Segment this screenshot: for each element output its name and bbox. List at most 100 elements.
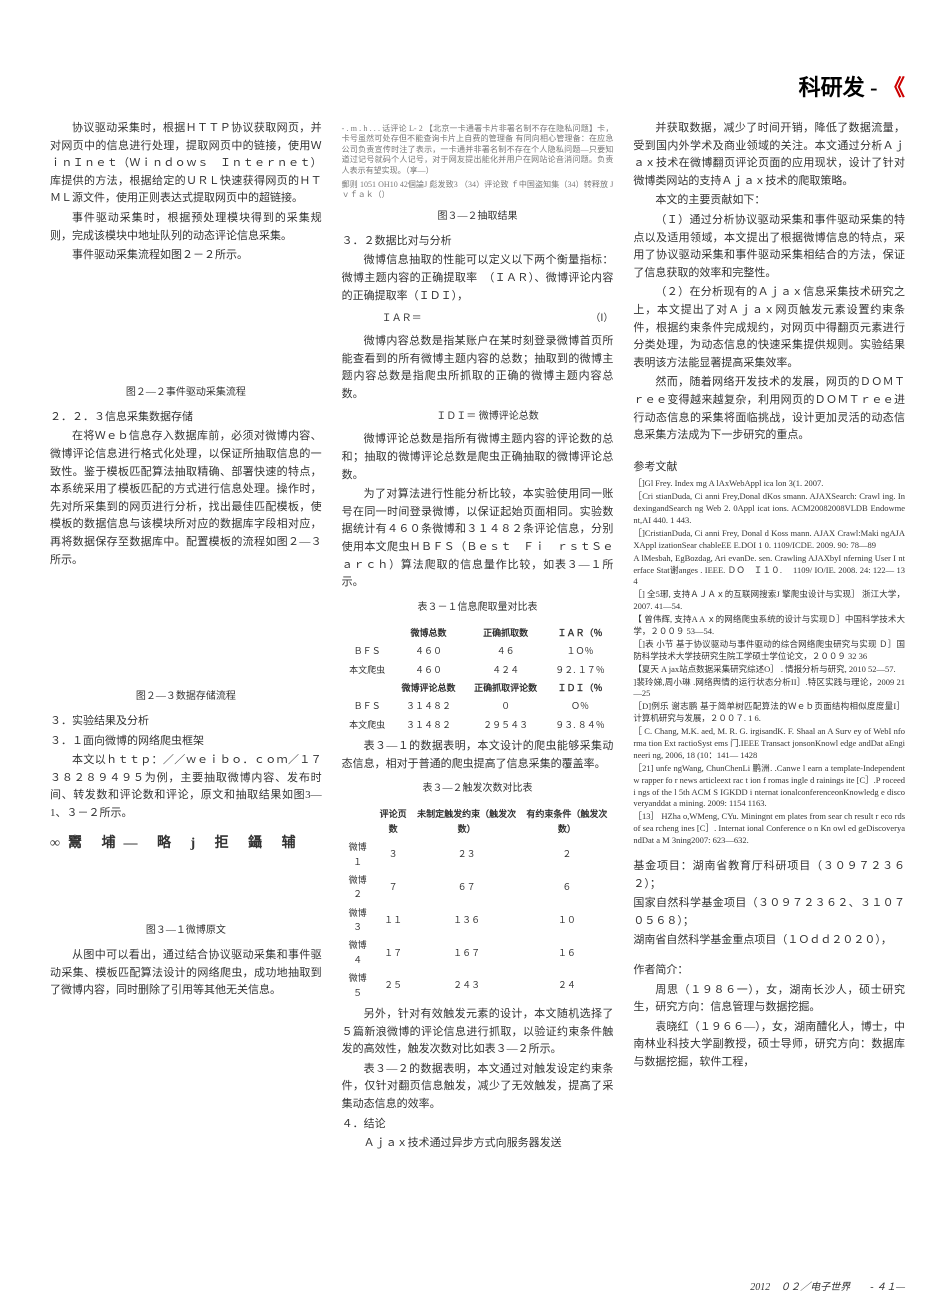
c3-p3: （Ｉ）通过分析协议驱动采集和事件驱动采集的特点以及适用领域，本文提出了根据微博信… <box>633 212 905 282</box>
ref-item: A lMesbah, EgBozdag, Ari evanDe. sen. Cr… <box>633 553 905 589</box>
authors-title: 作者简介： <box>633 962 905 980</box>
formula-iar-num: （Ⅰ） <box>590 311 613 327</box>
table-row: 微博评论总数 正确抓取评论数 ＩＤＩ（％ <box>342 679 614 697</box>
th <box>342 679 393 697</box>
c1-p6: 从图中可以看出，通过结合协议驱动采集和事件驱动采集、模板匹配算法设计的网络爬虫，… <box>50 947 322 1000</box>
table-row: 本文爬虫 ３１４８２ ２９５４３ ９３. ８４％ <box>342 716 614 734</box>
formula-idi-text: 微博评论总数 <box>479 411 539 422</box>
table-row: 微博１３２３２ <box>342 838 614 871</box>
table-row: 本文爬虫 ４６０ ４２４ ９２. １７％ <box>342 661 614 679</box>
funding-3: 湖南省自然科学基金重点项目（１Ｏｄｄ２０２０）， <box>633 932 905 950</box>
c1-h3: ３．１面向微博的网络爬虫框架 <box>50 733 322 751</box>
column-1: 协议驱动采集时，根据ＨＴＴＰ协议获取网页，并对网页中的信息进行处理，提取网页中的… <box>50 120 322 1155</box>
c3-p1: 并获取数据，减少了时间开销，降低了数据流量，受到国内外学术及商业领域的关注。本文… <box>633 120 905 190</box>
td: ４６０ <box>393 661 465 679</box>
table-row: ＢＦＳ ４６０ ４６ １Ｏ％ <box>342 642 614 660</box>
c2-p7: 表３—２的数据表明，本文通过对触发设定约束条件，仅针对翻页信息触发，减少了无效触… <box>342 1061 614 1114</box>
author-1: 周思（１９８６一），女，湖南长沙人，硕士研究生，研究方向：信息管理与数据挖掘。 <box>633 982 905 1017</box>
td: 本文爬虫 <box>342 716 393 734</box>
figure-3-1-placeholder <box>50 865 322 915</box>
funding-2: 国家自然科学基金项目（３０９７２３６２、３１０７０５６８）； <box>633 895 905 930</box>
ref-item: 【 曾伟辉, 支持A A ｘ的网络爬虫系统的设计与实现Ｄ］中国科学技术大学，２０… <box>633 614 905 638</box>
th <box>342 624 393 642</box>
c1-p1: 协议驱动采集时，根据ＨＴＴＰ协议获取网页，并对网页中的信息进行处理，提取网页中的… <box>50 120 322 208</box>
main-columns: 协议驱动采集时，根据ＨＴＴＰ协议获取网页，并对网页中的信息进行处理，提取网页中的… <box>50 120 905 1155</box>
caption-fig-2-3: 图２—３数据存储流程 <box>50 689 322 705</box>
td: 本文爬虫 <box>342 661 393 679</box>
td: ０ <box>464 697 546 715</box>
c2-h1: ３．２数据比对与分析 <box>342 233 614 251</box>
th: 微博评论总数 <box>393 679 465 697</box>
table-3-2: 评论页数 未制定触发约束（触发次数） 有约束条件（触发次数） 微博１３２３２ 微… <box>342 805 614 1002</box>
c3-p5: 然而，随着网络开发技术的发展，网页的ＤＯＭＴｒｅｅ变得越来越复杂，利用网页的ＤＯ… <box>633 374 905 444</box>
table-row: 评论页数 未制定触发约束（触发次数） 有约束条件（触发次数） <box>342 805 614 838</box>
th: 未制定触发约束（触发次数） <box>413 805 521 838</box>
ref-item: ]裴玲娣,周小琳 .网络舆情的运行状态分析II］.特区实践与理论，2009 21… <box>633 677 905 701</box>
c1-p4: 在将Ｗｅｂ信息存入数据库前，必须对微博内容、微博评论信息进行格式化处理，以保证所… <box>50 428 322 569</box>
ref-item: ［13］ HZha o,WMeng, CYu. Miningnt em plat… <box>633 811 905 847</box>
c1-h1: ２．２．３信息采集数据存储 <box>50 409 322 427</box>
ref-item: 【夏天 A jax站点数据采集研究综述O］ . 情报分析与研究, 2010 52… <box>633 664 905 676</box>
formula-idi-label: ＩＤＩ＝ <box>436 411 476 422</box>
th <box>342 805 374 838</box>
column-2: - . m . h . . . 话评论 L- 2 【北京一卡通署卡片非署名制不存… <box>342 120 614 1155</box>
c1-p3: 事件驱动采集流程如图２－２所示。 <box>50 247 322 265</box>
column-3: 并获取数据，减少了时间开销，降低了数据流量，受到国内外学术及商业领域的关注。本文… <box>633 120 905 1155</box>
td: ４６ <box>464 642 546 660</box>
header-sep: - <box>870 75 883 100</box>
table-row: 微博５２５２４３２４ <box>342 969 614 1002</box>
ref-item: ［D]例乐 谢志鹏 基于简单树匹配算法的Ｗｅｂ页面结构相似度度量I］ 计算机研究… <box>633 701 905 725</box>
c2-p2: 微博内容总数是指某账户在某时刻登录微博首页所能查看到的所有微博主题内容的总数；抽… <box>342 333 614 403</box>
ref-item: ［Cri stianDuda, Ci anni Frey,Donal dKos … <box>633 491 905 527</box>
c2-p3: 微博评论总数是指所有微博主题内容的评论数的总和；抽取的微博评论总数是爬虫正确抽取… <box>342 431 614 484</box>
td: ＢＦＳ <box>342 697 393 715</box>
page-footer: 2012 ０２／电子世界 - ４１— <box>750 1280 905 1296</box>
ref-item: ［]表 小节 基于协议驱动与事件驱动的综合网络爬虫研究与实现 Ｄ］国防科学技术大… <box>633 639 905 663</box>
caption-fig-3-1: 图３—１微博原文 <box>50 923 322 939</box>
ref-item: ［]CristianDuda, Ci anni Frey, Donal d Ko… <box>633 528 905 552</box>
page-header: 科研发 - 《 <box>799 70 905 105</box>
table-row: 微博总数 正确抓取数 ＩＡＲ（％ <box>342 624 614 642</box>
c2-p1: 微博信息抽取的性能可以定义以下两个衡量指标：微博主题内容的正确提取率 （ＩＡＲ）… <box>342 252 614 305</box>
th: 正确抓取数 <box>464 624 546 642</box>
c3-p4: （２）在分析现有的Ａｊａｘ信息采集技术研究之上，本文提出了对Ａｊａｘ网页触发元素… <box>633 284 905 372</box>
references-list: ［]Gl Frey. Index mg A lAxWebAppl ica lon… <box>633 478 905 847</box>
ref-item: ［]Gl Frey. Index mg A lAxWebAppl ica lon… <box>633 478 905 490</box>
author-2: 袁晓红（１９６６—），女，湖南醴化人，博士，中南林业科技大学副教授，硕士导师，研… <box>633 1019 905 1072</box>
td: ２９５４３ <box>464 716 546 734</box>
refs-title: 参考文献 <box>633 459 905 477</box>
td: ＢＦＳ <box>342 642 393 660</box>
td: ９２. １７％ <box>547 661 614 679</box>
table-row: 微博３１１１３６１０ <box>342 904 614 937</box>
th: ＩＡＲ（％ <box>547 624 614 642</box>
th: 正确抓取评论数 <box>464 679 546 697</box>
c2-p5: 表３—１的数据表明，本文设计的爬虫能够采集动态信息，相对于普通的爬虫提高了信息采… <box>342 738 614 773</box>
caption-fig-2-2: 图２—２事件驱动采集流程 <box>50 385 322 401</box>
th: 有约束条件（触发次数） <box>520 805 613 838</box>
ref-item: ［ C. Chang, M.K. aed, M. R. G. irgisandK… <box>633 726 905 762</box>
td: ４２４ <box>464 661 546 679</box>
table-3-1a: 微博总数 正确抓取数 ＩＡＲ（％ ＢＦＳ ４６０ ４６ １Ｏ％ 本文爬虫 ４６０… <box>342 624 614 734</box>
th: ＩＤＩ（％ <box>547 679 614 697</box>
c1-p2: 事件驱动采集时，根据预处理模块得到的采集规则，完成该模块中地址队列的动态评论信息… <box>50 210 322 245</box>
td: Ｏ％ <box>547 697 614 715</box>
funding-title: 基金项目：湖南省教育厅科研项目（３０９７２３６２）； <box>633 858 905 893</box>
formula-idi: ＩＤＩ＝ 微博评论总数 <box>342 409 614 425</box>
ref-item: ［] 全5琊, 支持ＡＪＡｘ的互联网搜索J 擎爬虫设计与实现］ 浙江大学，200… <box>633 589 905 613</box>
c2-p6: 另外，针对有效触发元素的设计，本文随机选择了５篇新浪微博的评论信息进行抓取，以验… <box>342 1006 614 1059</box>
c2-p8: Ａｊａｘ技术通过异步方式向服务器发送 <box>342 1135 614 1153</box>
figure-2-3-placeholder <box>50 571 322 681</box>
formula-iar: ＩＡＲ＝ （Ⅰ） <box>342 311 614 327</box>
caption-table-3-1: 表３－１信息爬取量对比表 <box>342 600 614 616</box>
c2-p4: 为了对算法进行性能分析比较，本实验使用同一账号在同一时间登录微博，以保证起始页面… <box>342 486 614 592</box>
td: ３１４８２ <box>393 697 465 715</box>
header-title-red: 《 <box>883 75 905 100</box>
header-title: 科研发 <box>799 75 865 100</box>
td: ３１４８２ <box>393 716 465 734</box>
td: ９３. ８４％ <box>547 716 614 734</box>
c1-h2: ３．实验结果及分析 <box>50 713 322 731</box>
c1-p5: 本文以ｈｔｔｐ：／／ｗｅｉｂｏ．ｃｏｍ／１７３８２８９４９５为例，主要抽取微博内… <box>50 752 322 822</box>
extract-snippet-1: - . m . h . . . 话评论 L- 2 【北京一卡通署卡片非署名制不存… <box>342 124 614 176</box>
table-row: ＢＦＳ ３１４８２ ０ Ｏ％ <box>342 697 614 715</box>
figure-2-2-placeholder <box>50 267 322 377</box>
